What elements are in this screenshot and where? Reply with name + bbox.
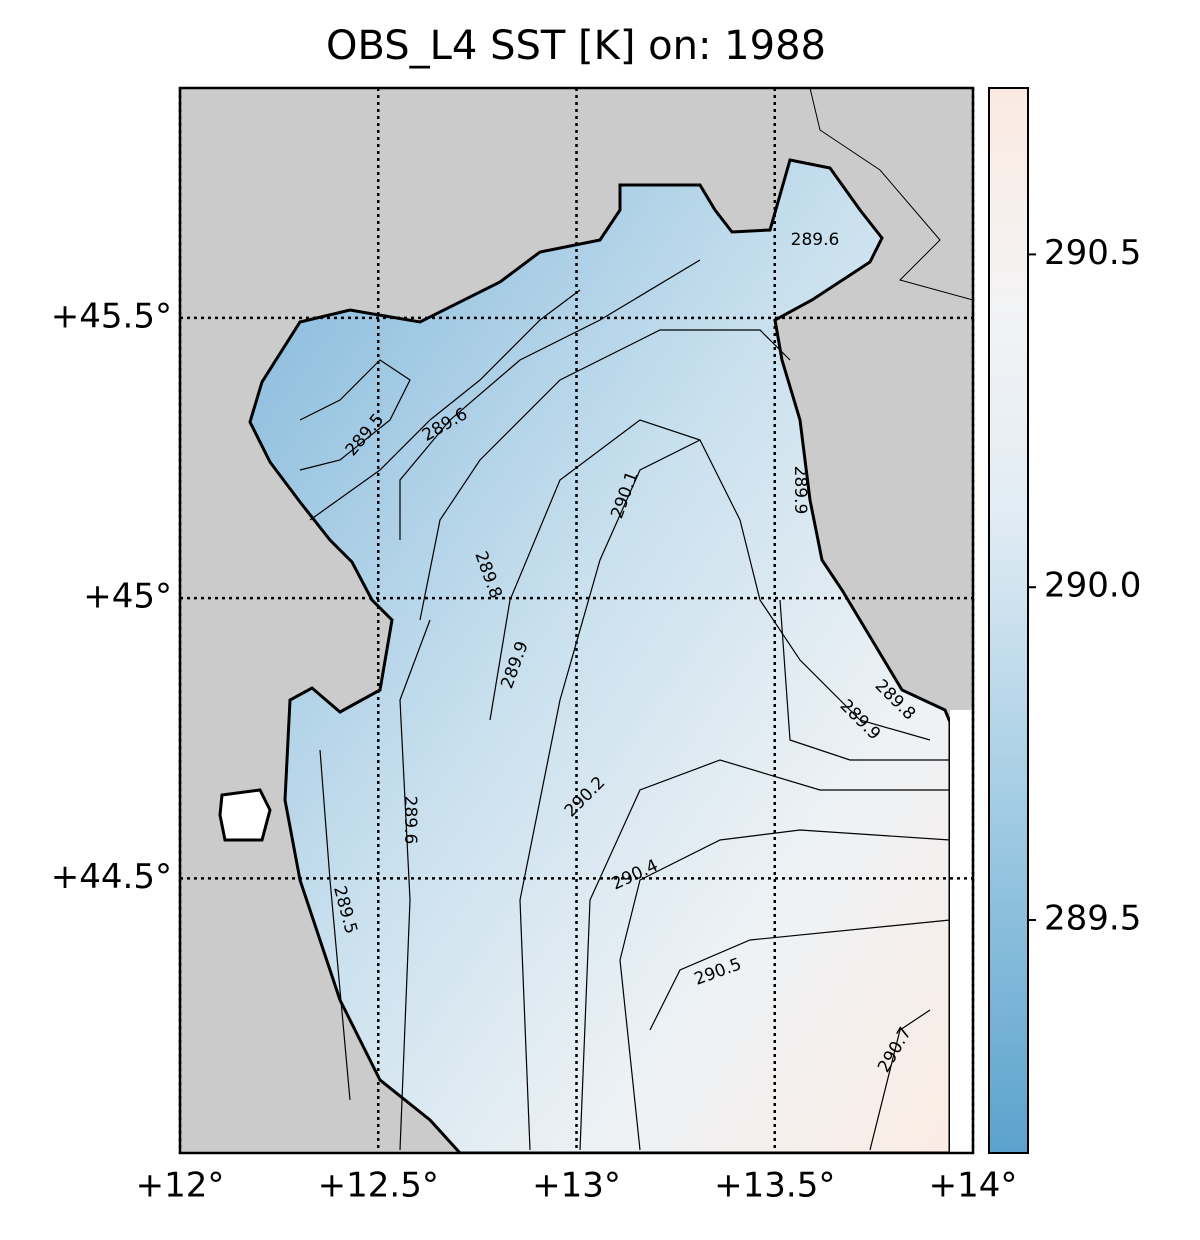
island (218, 788, 272, 842)
x-tick-label: +14° (929, 1166, 1018, 1206)
contours (299, 259, 951, 1151)
border (809, 88, 973, 301)
contour-label: 289.6 (791, 230, 840, 250)
contour-label: 289.9 (790, 466, 810, 515)
colorbar (988, 87, 1029, 1154)
x-tick-label: +13.5° (714, 1166, 835, 1206)
chart-title: OBS_L4 SST [K] on: 1988 (326, 23, 826, 69)
contour-label: 289.6 (400, 796, 420, 845)
no-data (950, 710, 973, 1153)
x-tick-label: +13° (532, 1166, 621, 1206)
colorbar-tick-label: 290.0 (1044, 566, 1141, 606)
x-tick-label: +12° (136, 1166, 225, 1206)
colorbar-tick-label: 290.5 (1044, 233, 1141, 273)
y-tick-label: +44.5° (51, 857, 172, 897)
axes-frame (178, 86, 975, 1155)
x-tick-label: +12.5° (318, 1166, 439, 1206)
y-tick-label: +45° (83, 577, 172, 617)
y-tick-label: +45.5° (51, 296, 172, 336)
colorbar-tick-label: 289.5 (1044, 899, 1141, 939)
sea (248, 158, 952, 1153)
